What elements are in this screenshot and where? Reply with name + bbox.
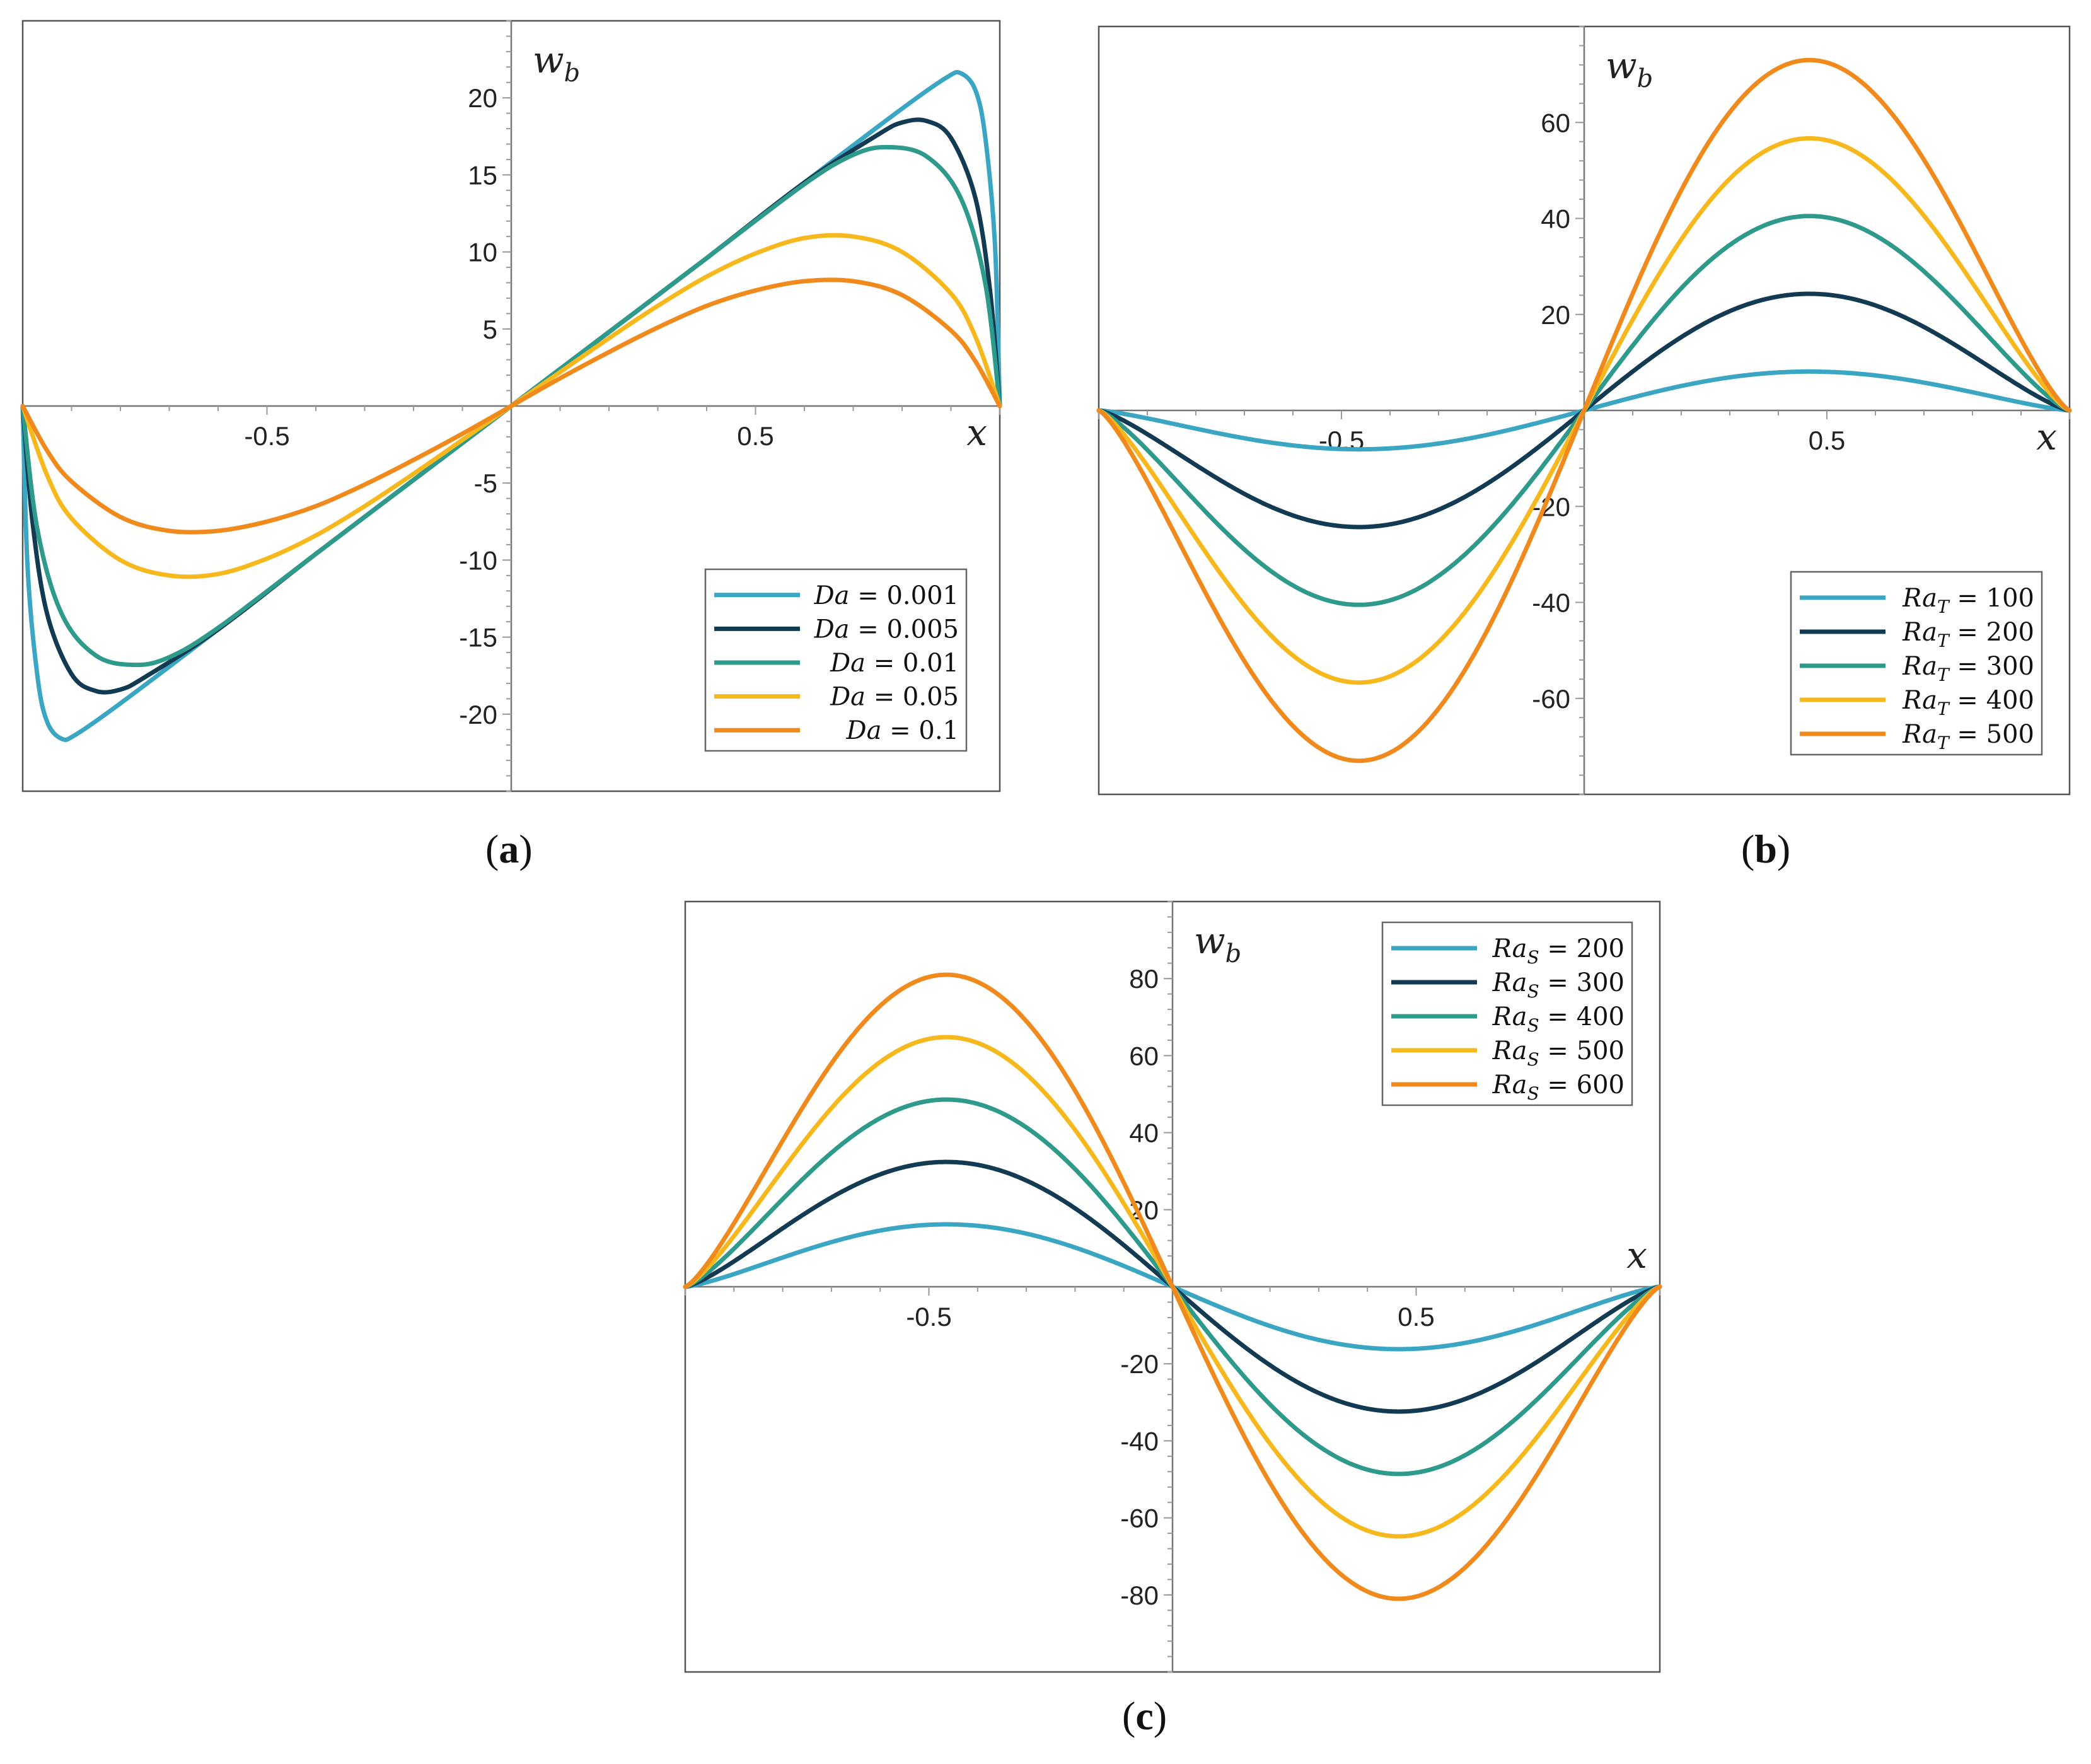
x-tick-label: -0.5 (906, 1302, 951, 1332)
legend-entry-label: Da = 0.001 (814, 581, 959, 610)
legend-entry-label: RaS = 500 (1492, 1036, 1625, 1070)
y-tick-label: 60 (1129, 1041, 1159, 1071)
caption-c: (c) (1122, 1693, 1167, 1738)
y-tick-label: -20 (1120, 1349, 1159, 1379)
y-tick-label: -60 (1532, 684, 1570, 714)
y-tick-label: -5 (474, 468, 497, 498)
y-tick-label: 20 (1541, 300, 1570, 330)
caption-b: (b) (1741, 827, 1791, 871)
y-tick-label: 60 (1541, 108, 1570, 137)
x-axis-label: x (1626, 1234, 1647, 1277)
legend: Da = 0.001 Da = 0.005 Da = 0.01 Da = 0.05 Da… (704, 568, 968, 752)
legend-entry-label: Da = 0.005 (814, 615, 959, 644)
y-tick-label: -60 (1120, 1504, 1159, 1533)
x-tick-label: -0.5 (244, 421, 289, 451)
series-line (683, 972, 1662, 1601)
caption-a: (a) (485, 827, 533, 871)
legend-box (1790, 571, 2043, 756)
x-axis-label: x (966, 411, 987, 454)
y-tick-label: -10 (459, 545, 497, 575)
legend-entry-label: RaS = 600 (1492, 1071, 1625, 1104)
y-tick-label: 5 (483, 315, 497, 344)
y-tick-label: 40 (1541, 204, 1570, 234)
x-axis-label: x (2036, 415, 2057, 458)
y-axis-label: wb (1606, 44, 1653, 93)
legend-entry-label: Da = 0.05 (830, 683, 959, 712)
legend-entry-label: RaS = 400 (1492, 1002, 1625, 1036)
y-tick-label: -80 (1120, 1581, 1159, 1610)
legend-entry-label: Da = 0.01 (830, 649, 959, 678)
legend-entry-label: Da = 0.1 (846, 716, 959, 745)
y-tick-label: 20 (468, 83, 497, 113)
y-tick-label: -15 (459, 623, 497, 653)
legend-box (704, 568, 968, 752)
legend-entry-label: RaS = 200 (1492, 934, 1625, 968)
legend-entry-label: RaS = 300 (1492, 968, 1625, 1002)
x-tick-label: 0.5 (1398, 1302, 1434, 1332)
series-line (20, 277, 1002, 535)
legend-box (1381, 921, 1633, 1106)
legend-entry-label: RaT = 500 (1902, 720, 2034, 753)
x-tick-label: 0.5 (737, 421, 773, 451)
y-tick-label: 40 (1129, 1118, 1159, 1148)
y-tick-label: 80 (1129, 964, 1159, 994)
x-tick-label: 0.5 (1809, 426, 1845, 455)
y-tick-label: -40 (1120, 1426, 1159, 1456)
series-line (1096, 57, 2072, 763)
legend-entry-label: RaT = 300 (1902, 652, 2034, 685)
y-tick-label: 15 (468, 160, 497, 190)
y-axis-label: wb (1194, 919, 1241, 968)
legend-entry-label: RaT = 200 (1902, 618, 2034, 651)
y-axis-label: wb (533, 38, 580, 88)
legend-entry-label: RaT = 100 (1902, 584, 2034, 617)
legend-entry-label: RaT = 400 (1902, 686, 2034, 719)
y-tick-label: 10 (468, 238, 497, 267)
y-tick-label: -20 (459, 700, 497, 729)
y-tick-label: -40 (1532, 588, 1570, 618)
